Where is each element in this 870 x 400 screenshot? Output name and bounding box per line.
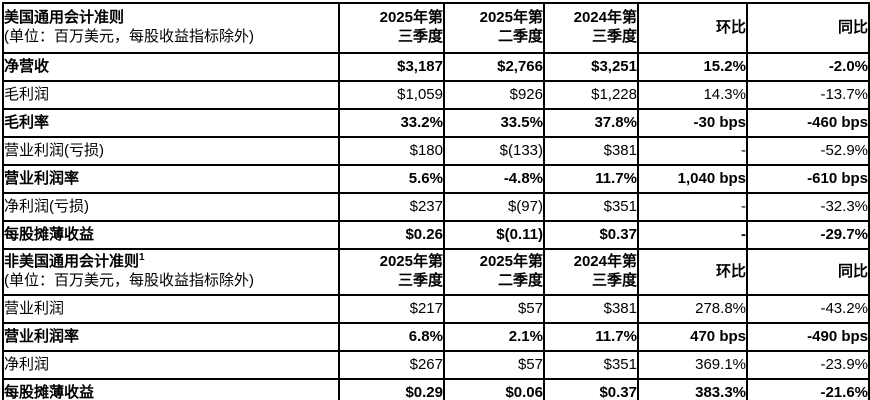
table-row-net-income-loss: 净利润(亏损) $237 $(97) $351 - -32.3% (2, 192, 870, 222)
table-row-operating-income-loss: 营业利润(亏损) $180 $(133) $381 - -52.9% (2, 136, 870, 166)
row-label: 净利润(亏损) (2, 192, 340, 222)
value-cell: $1,228 (543, 80, 639, 110)
column-header-2025-q2: 2025年第 二季度 (443, 248, 545, 296)
table-row-gross-profit: 毛利润 $1,059 $926 $1,228 14.3% -13.7% (2, 80, 870, 110)
value-cell: - (637, 220, 748, 250)
value-cell: -29.7% (746, 220, 870, 250)
value-cell: 383.3% (637, 378, 748, 400)
non-gaap-header-row: 非美国通用会计准则1 (单位：百万美元，每股收益指标除外) 2025年第 三季度… (2, 248, 870, 296)
value-cell: 14.3% (637, 80, 748, 110)
table-row-non-gaap-operating-income: 营业利润 $217 $57 $381 278.8% -43.2% (2, 294, 870, 324)
gaap-section-header-cell: 美国通用会计准则 (单位：百万美元，每股收益指标除外) (2, 2, 340, 54)
value-cell: 1,040 bps (637, 164, 748, 194)
column-header-qoq: 环比 (637, 248, 748, 296)
gaap-section-title: 美国通用会计准则 (4, 9, 125, 27)
row-label: 每股摊薄收益 (2, 220, 340, 250)
non-gaap-section-title: 非美国通用会计准则1 (4, 252, 145, 271)
row-label: 毛利率 (2, 108, 340, 138)
value-cell: $3,251 (543, 52, 639, 82)
value-cell: $926 (443, 80, 545, 110)
row-label: 营业利润 (2, 294, 340, 324)
column-header-2025-q3: 2025年第 三季度 (338, 2, 445, 54)
column-header-qoq: 环比 (637, 2, 748, 54)
value-cell: 15.2% (637, 52, 748, 82)
value-cell: - (637, 136, 748, 166)
value-cell: 11.7% (543, 164, 639, 194)
value-cell: $381 (543, 294, 639, 324)
non-gaap-section-header-cell: 非美国通用会计准则1 (单位：百万美元，每股收益指标除外) (2, 248, 340, 296)
value-cell: $(133) (443, 136, 545, 166)
table-row-non-gaap-operating-margin: 营业利润率 6.8% 2.1% 11.7% 470 bps -490 bps (2, 322, 870, 352)
table-row-net-revenue: 净营收 $3,187 $2,766 $3,251 15.2% -2.0% (2, 52, 870, 82)
value-cell: -30 bps (637, 108, 748, 138)
value-cell: $0.37 (543, 378, 639, 400)
value-cell: $0.37 (543, 220, 639, 250)
value-cell: 5.6% (338, 164, 445, 194)
value-cell: 2.1% (443, 322, 545, 352)
non-gaap-section-subtitle: (单位：百万美元，每股收益指标除外) (4, 272, 254, 289)
column-header-2025-q3: 2025年第 三季度 (338, 248, 445, 296)
gaap-section-subtitle: (单位：百万美元，每股收益指标除外) (4, 28, 254, 45)
value-cell: -21.6% (746, 378, 870, 400)
value-cell: -13.7% (746, 80, 870, 110)
value-cell: 33.2% (338, 108, 445, 138)
value-cell: - (637, 192, 748, 222)
value-cell: 369.1% (637, 350, 748, 380)
table-row-diluted-eps: 每股摊薄收益 $0.26 $(0.11) $0.37 - -29.7% (2, 220, 870, 250)
value-cell: 37.8% (543, 108, 639, 138)
value-cell: -32.3% (746, 192, 870, 222)
value-cell: $351 (543, 192, 639, 222)
row-label: 营业利润率 (2, 164, 340, 194)
value-cell: $57 (443, 350, 545, 380)
value-cell: $217 (338, 294, 445, 324)
column-header-yoy: 同比 (746, 2, 870, 54)
row-label: 净营收 (2, 52, 340, 82)
value-cell: -2.0% (746, 52, 870, 82)
gaap-header-row: 美国通用会计准则 (单位：百万美元，每股收益指标除外) 2025年第 三季度 2… (2, 2, 870, 54)
value-cell: $(97) (443, 192, 545, 222)
row-label: 营业利润(亏损) (2, 136, 340, 166)
value-cell: $3,187 (338, 52, 445, 82)
row-label: 营业利润率 (2, 322, 340, 352)
row-label: 每股摊薄收益 (2, 378, 340, 400)
table-row-operating-margin: 营业利润率 5.6% -4.8% 11.7% 1,040 bps -610 bp… (2, 164, 870, 194)
row-label: 毛利润 (2, 80, 340, 110)
value-cell: $(0.11) (443, 220, 545, 250)
value-cell: $57 (443, 294, 545, 324)
footnote-marker: 1 (139, 252, 145, 264)
value-cell: 33.5% (443, 108, 545, 138)
value-cell: -610 bps (746, 164, 870, 194)
value-cell: $1,059 (338, 80, 445, 110)
value-cell: 6.8% (338, 322, 445, 352)
value-cell: -23.9% (746, 350, 870, 380)
column-header-2024-q3: 2024年第 三季度 (543, 248, 639, 296)
table-row-non-gaap-net-income: 净利润 $267 $57 $351 369.1% -23.9% (2, 350, 870, 380)
row-label: 净利润 (2, 350, 340, 380)
value-cell: -4.8% (443, 164, 545, 194)
value-cell: $2,766 (443, 52, 545, 82)
value-cell: $180 (338, 136, 445, 166)
column-header-2025-q2: 2025年第 二季度 (443, 2, 545, 54)
value-cell: -460 bps (746, 108, 870, 138)
table-row-non-gaap-diluted-eps: 每股摊薄收益 $0.29 $0.06 $0.37 383.3% -21.6% (2, 378, 870, 400)
column-header-yoy: 同比 (746, 248, 870, 296)
value-cell: 11.7% (543, 322, 639, 352)
value-cell: $0.26 (338, 220, 445, 250)
value-cell: $381 (543, 136, 639, 166)
value-cell: $0.29 (338, 378, 445, 400)
value-cell: -490 bps (746, 322, 870, 352)
value-cell: $0.06 (443, 378, 545, 400)
value-cell: -43.2% (746, 294, 870, 324)
value-cell: $267 (338, 350, 445, 380)
table-row-gross-margin: 毛利率 33.2% 33.5% 37.8% -30 bps -460 bps (2, 108, 870, 138)
value-cell: -52.9% (746, 136, 870, 166)
value-cell: $237 (338, 192, 445, 222)
value-cell: $351 (543, 350, 639, 380)
value-cell: 278.8% (637, 294, 748, 324)
column-header-2024-q3: 2024年第 三季度 (543, 2, 639, 54)
value-cell: 470 bps (637, 322, 748, 352)
